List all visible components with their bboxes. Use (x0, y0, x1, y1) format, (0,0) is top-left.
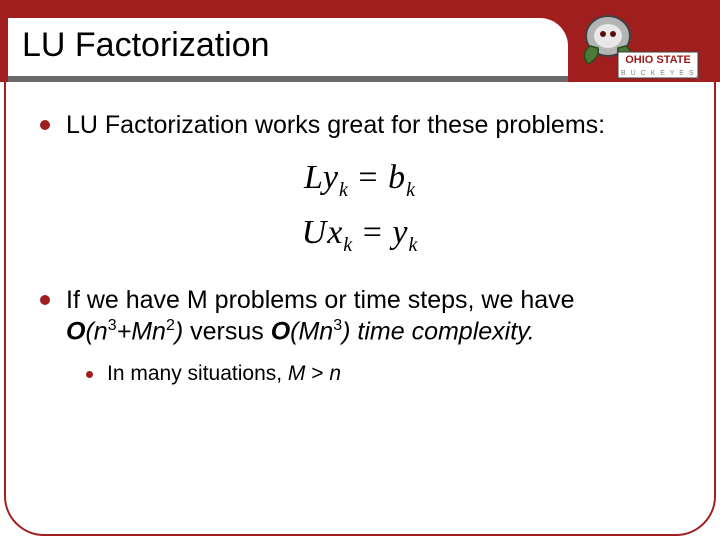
logo-text-bottom: B U C K E Y E S (621, 70, 695, 77)
bullet-item: LU Factorization works great for these p… (40, 110, 680, 141)
sub-bullet-item: In many situations, M > n (86, 362, 680, 386)
equation-block: Lyk = bk Uxk = yk (40, 159, 680, 257)
logo-text-top: OHIO STATE (625, 54, 691, 66)
slide-title: LU Factorization (22, 26, 270, 65)
content-area: LU Factorization works great for these p… (40, 110, 680, 386)
sub-bullet-text: In many situations, M > n (107, 362, 341, 386)
bullet-dot-icon (40, 295, 50, 305)
equation-2: Uxk = yk (40, 214, 680, 257)
title-underline (8, 76, 568, 82)
bullet-item: If we have M problems or time steps, we … (40, 285, 680, 348)
logo-tm: TM (696, 77, 700, 83)
equation-1: Lyk = bk (40, 159, 680, 202)
bullet-dot-icon (40, 120, 50, 130)
sub-bullet-dot-icon (86, 371, 93, 378)
bullet-text-complexity: If we have M problems or time steps, we … (66, 285, 680, 348)
bullet-text: LU Factorization works great for these p… (66, 110, 605, 141)
ohio-state-logo: OHIO STATE B U C K E Y E S TM (570, 6, 700, 96)
